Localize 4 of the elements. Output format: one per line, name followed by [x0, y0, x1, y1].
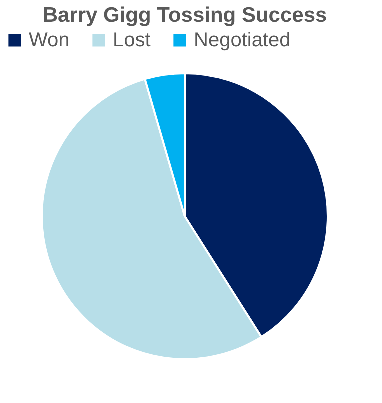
- legend-label: Won: [29, 29, 70, 52]
- legend-label: Negotiated: [194, 29, 291, 52]
- legend-label: Lost: [113, 29, 152, 52]
- chart-title: Barry Gigg Tossing Success: [42, 4, 328, 27]
